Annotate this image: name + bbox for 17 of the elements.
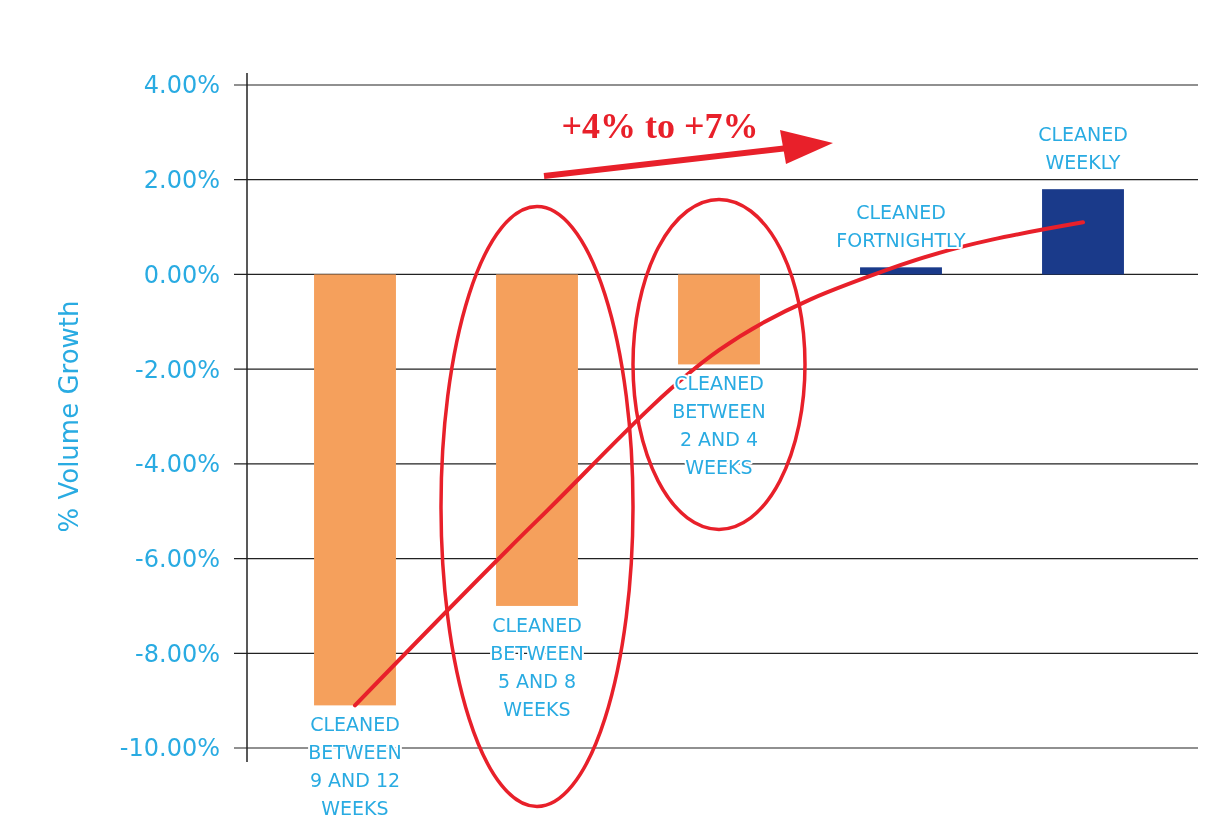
x-tick-label: CLEANED FORTNIGHTLY <box>836 201 967 252</box>
y-tick-label: -8.00% <box>135 639 220 668</box>
y-axis-title: % Volume Growth <box>54 300 84 533</box>
y-tick-label: -10.00% <box>119 734 220 763</box>
y-tick-label: -2.00% <box>135 355 220 384</box>
y-tick-label: 2.00% <box>143 166 220 195</box>
bar <box>314 274 396 706</box>
y-tick-label: -6.00% <box>135 544 220 573</box>
annotation: +4% to +7% <box>561 106 759 146</box>
x-tick-label: CLEANED BETWEEN 9 AND 12 WEEKS <box>308 713 402 820</box>
bar <box>1042 189 1124 275</box>
x-tick-label: CLEANED WEEKLY <box>1038 123 1128 174</box>
y-tick-label: -4.00% <box>135 450 220 479</box>
bar <box>678 274 760 365</box>
bar <box>496 274 578 606</box>
y-tick-label: 4.00% <box>143 71 220 100</box>
y-tick-label: 0.00% <box>143 260 220 289</box>
